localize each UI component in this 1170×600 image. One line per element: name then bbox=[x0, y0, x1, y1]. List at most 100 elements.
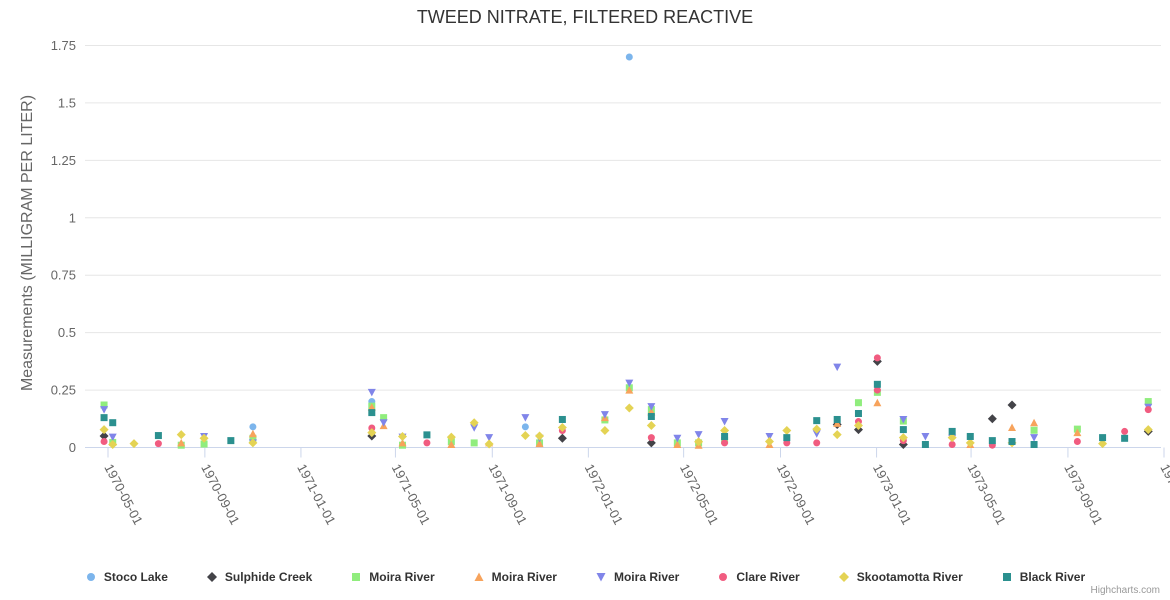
data-point[interactable] bbox=[721, 439, 729, 447]
data-point[interactable] bbox=[854, 399, 862, 407]
data-point[interactable] bbox=[966, 432, 974, 440]
data-point[interactable] bbox=[647, 412, 655, 420]
legend-item[interactable]: Skootamotta River bbox=[838, 570, 963, 584]
data-point[interactable] bbox=[625, 386, 634, 394]
legend-item[interactable]: Stoco Lake bbox=[85, 570, 168, 584]
data-point[interactable] bbox=[535, 431, 545, 441]
legend-item[interactable]: Black River bbox=[1001, 570, 1085, 584]
data-point[interactable] bbox=[470, 424, 479, 432]
data-point[interactable] bbox=[1030, 434, 1039, 442]
data-point[interactable] bbox=[624, 403, 634, 413]
data-point[interactable] bbox=[783, 434, 791, 442]
data-point[interactable] bbox=[398, 438, 407, 447]
data-point[interactable] bbox=[873, 386, 881, 394]
data-point[interactable] bbox=[600, 426, 610, 436]
data-point[interactable] bbox=[782, 426, 792, 436]
data-point[interactable] bbox=[765, 432, 774, 441]
data-point[interactable] bbox=[176, 430, 186, 440]
data-point[interactable] bbox=[694, 437, 704, 447]
data-point[interactable] bbox=[673, 434, 682, 443]
data-point[interactable] bbox=[521, 423, 529, 431]
data-point[interactable] bbox=[398, 431, 408, 441]
data-point[interactable] bbox=[99, 425, 109, 435]
data-point[interactable] bbox=[1008, 438, 1016, 446]
data-point[interactable] bbox=[368, 409, 376, 417]
legend-item[interactable]: Clare River bbox=[717, 570, 800, 584]
data-point[interactable] bbox=[109, 419, 117, 427]
data-point[interactable] bbox=[249, 434, 257, 442]
data-point[interactable] bbox=[1098, 439, 1108, 449]
data-point[interactable] bbox=[129, 439, 139, 449]
data-point[interactable] bbox=[898, 433, 908, 443]
data-point[interactable] bbox=[535, 439, 544, 448]
data-point[interactable] bbox=[646, 438, 656, 448]
legend-item[interactable]: Moira River bbox=[595, 570, 679, 584]
data-point[interactable] bbox=[921, 432, 930, 441]
data-point[interactable] bbox=[1144, 398, 1152, 406]
data-point[interactable] bbox=[108, 440, 118, 450]
data-point[interactable] bbox=[423, 439, 431, 447]
data-point[interactable] bbox=[812, 430, 821, 438]
data-point[interactable] bbox=[367, 388, 376, 397]
data-point[interactable] bbox=[485, 434, 494, 442]
data-point[interactable] bbox=[558, 415, 566, 423]
data-point[interactable] bbox=[1144, 406, 1152, 414]
data-point[interactable] bbox=[200, 440, 208, 448]
data-point[interactable] bbox=[647, 403, 656, 411]
data-point[interactable] bbox=[1073, 438, 1081, 446]
data-point[interactable] bbox=[720, 426, 730, 436]
data-point[interactable] bbox=[948, 441, 956, 449]
data-point[interactable] bbox=[646, 420, 656, 430]
data-point[interactable] bbox=[1008, 423, 1017, 432]
data-point[interactable] bbox=[833, 415, 841, 423]
data-point[interactable] bbox=[694, 431, 703, 439]
data-point[interactable] bbox=[469, 418, 479, 428]
data-point[interactable] bbox=[988, 437, 996, 445]
credits-link[interactable]: Highcharts.com bbox=[1090, 585, 1160, 596]
data-point[interactable] bbox=[987, 414, 997, 424]
data-point[interactable] bbox=[521, 414, 530, 422]
data-point[interactable] bbox=[367, 403, 376, 411]
data-point[interactable] bbox=[721, 432, 729, 440]
data-point[interactable] bbox=[873, 354, 881, 362]
data-point[interactable] bbox=[625, 53, 633, 61]
data-point[interactable] bbox=[899, 415, 908, 424]
data-point[interactable] bbox=[367, 428, 377, 438]
legend-item[interactable]: Sulphide Creek bbox=[206, 570, 312, 584]
data-point[interactable] bbox=[379, 419, 388, 427]
data-point[interactable] bbox=[248, 438, 258, 448]
data-point[interactable] bbox=[948, 427, 956, 435]
data-point[interactable] bbox=[625, 379, 634, 388]
data-point[interactable] bbox=[947, 433, 957, 443]
data-point[interactable] bbox=[873, 398, 882, 407]
data-point[interactable] bbox=[1030, 441, 1038, 449]
data-point[interactable] bbox=[248, 429, 257, 438]
data-point[interactable] bbox=[813, 417, 821, 425]
data-point[interactable] bbox=[380, 414, 388, 422]
legend-item[interactable]: Moira River bbox=[350, 570, 435, 584]
data-point[interactable] bbox=[100, 406, 109, 414]
data-point[interactable] bbox=[100, 438, 108, 446]
data-point[interactable] bbox=[873, 380, 881, 388]
data-point[interactable] bbox=[447, 440, 456, 449]
data-point[interactable] bbox=[249, 423, 257, 431]
data-point[interactable] bbox=[199, 433, 209, 443]
data-point[interactable] bbox=[1030, 426, 1038, 434]
data-point[interactable] bbox=[1099, 434, 1107, 442]
data-point[interactable] bbox=[899, 426, 907, 434]
data-point[interactable] bbox=[100, 401, 108, 409]
data-point[interactable] bbox=[154, 440, 162, 448]
data-point[interactable] bbox=[446, 432, 456, 442]
data-point[interactable] bbox=[921, 441, 929, 449]
data-point[interactable] bbox=[965, 438, 975, 448]
data-point[interactable] bbox=[557, 433, 567, 443]
data-point[interactable] bbox=[833, 363, 842, 372]
data-point[interactable] bbox=[764, 437, 774, 447]
data-point[interactable] bbox=[813, 439, 821, 447]
data-point[interactable] bbox=[368, 424, 376, 432]
data-point[interactable] bbox=[557, 423, 567, 433]
data-point[interactable] bbox=[1073, 428, 1082, 437]
data-point[interactable] bbox=[812, 424, 822, 434]
data-point[interactable] bbox=[423, 431, 431, 439]
data-point[interactable] bbox=[470, 439, 478, 447]
